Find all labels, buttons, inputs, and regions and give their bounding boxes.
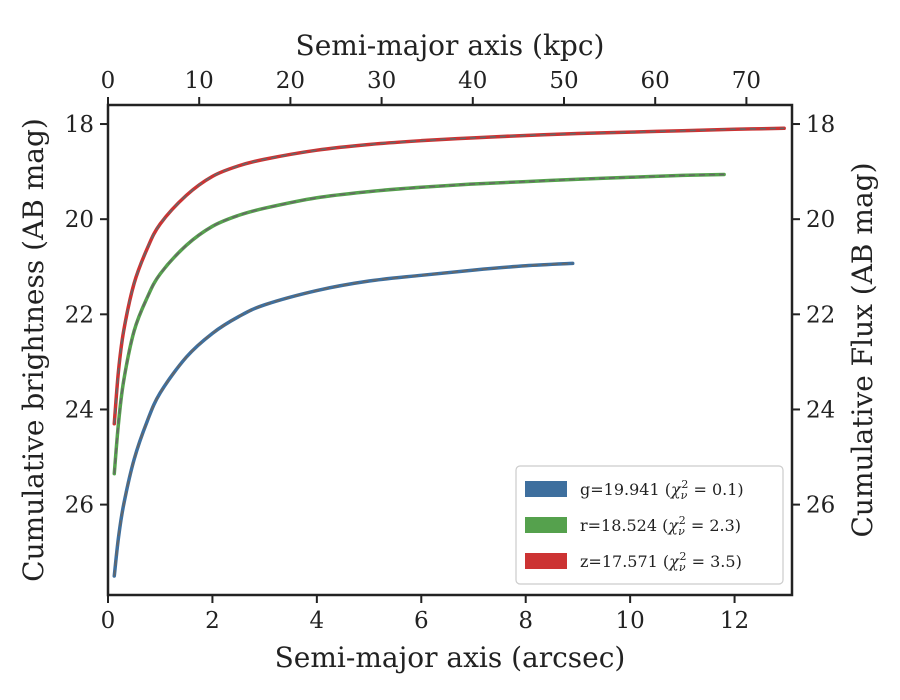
x-tick-label-5: 10 [615, 608, 644, 634]
top-x-tick-label-6: 60 [641, 68, 670, 94]
x-tick-label-2: 4 [310, 608, 325, 634]
top-x-tick-label-3: 30 [367, 68, 396, 94]
series-model-line-0 [113, 262, 573, 577]
top-x-tick-label-7: 70 [732, 68, 761, 94]
series-line-0 [112, 261, 575, 578]
legend-label-1: r=18.524 (χν2 = 2.3) [580, 514, 741, 538]
ticks-layer: 0 2 4 6 8 10 120 10 20 30 40 50 60 701820222426182022… [65, 68, 836, 634]
right-y-tick-label-0: 18 [806, 112, 835, 138]
right-y-tick-label-2: 22 [806, 302, 835, 328]
y-tick-label-4: 26 [65, 493, 94, 519]
legend-items: g=19.941 (χν2 = 0.1) r=18.524 (χν2 = 2.3)… [525, 478, 744, 574]
x-tick-label-6: 12 [720, 608, 749, 634]
top-x-axis-label: Semi-major axis (kpc) [296, 29, 605, 62]
series-model-line-1 [113, 173, 725, 474]
x-tick-label-1: 2 [205, 608, 220, 634]
top-x-tick-label-1: 10 [185, 68, 214, 94]
legend: g=19.941 (χν2 = 0.1) r=18.524 (χν2 = 2.3)… [515, 465, 784, 585]
legend-swatch-0 [525, 481, 567, 497]
right-y-tick-label-1: 20 [806, 207, 835, 233]
y-tick-label-2: 22 [65, 302, 94, 328]
y-tick-label-1: 20 [65, 207, 94, 233]
legend-label-0: g=19.941 (χν2 = 0.1) [580, 478, 744, 502]
x-tick-label-4: 8 [518, 608, 533, 634]
top-x-tick-label-5: 50 [549, 68, 578, 94]
series-layer [112, 126, 786, 578]
top-x-tick-label-0: 0 [101, 68, 116, 94]
top-x-tick-label-2: 20 [276, 68, 305, 94]
plot-frame [106, 103, 794, 597]
series-line-2 [112, 126, 786, 426]
y-tick-label-0: 18 [65, 112, 94, 138]
right-y-axis-label: Cumulative Flux (AB mag) [846, 162, 879, 537]
top-x-tick-label-4: 40 [458, 68, 487, 94]
y-tick-label-3: 24 [65, 397, 94, 423]
legend-swatch-1 [525, 517, 567, 533]
legend-box [515, 465, 784, 585]
series-line-1 [112, 172, 726, 476]
x-axis-label: Semi-major axis (arcsec) [275, 641, 626, 674]
legend-label-2: z=17.571 (χν2 = 3.5) [580, 550, 742, 574]
y-axis-label: Cumulative brightness (AB mag) [17, 118, 50, 582]
right-y-tick-label-4: 26 [806, 493, 835, 519]
right-y-tick-label-3: 24 [806, 397, 835, 423]
series-model-line-2 [113, 127, 785, 424]
x-tick-label-3: 6 [414, 608, 429, 634]
legend-swatch-2 [525, 553, 567, 569]
x-tick-label-0: 0 [101, 608, 116, 634]
